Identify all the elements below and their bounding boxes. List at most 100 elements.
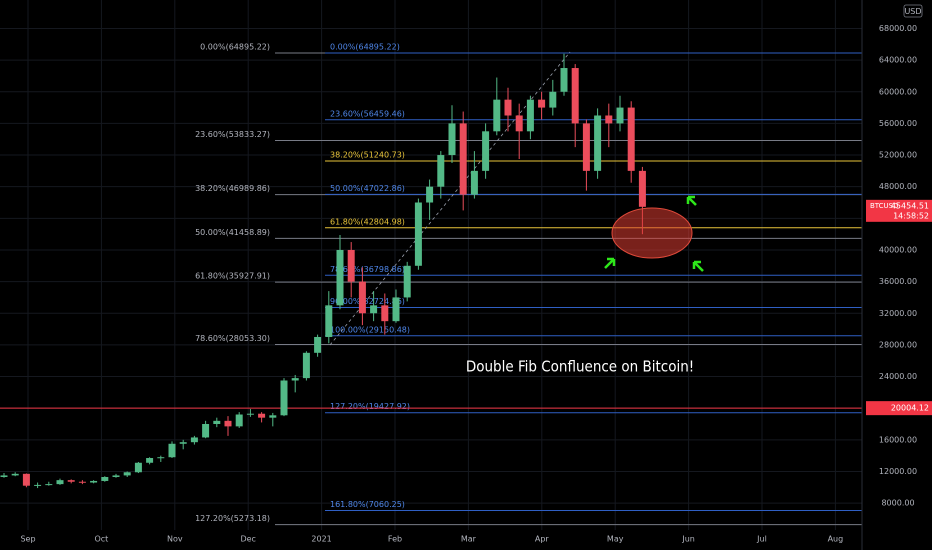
candle-body bbox=[112, 475, 120, 477]
y-tick-label: 24000.00 bbox=[879, 372, 917, 381]
fib-label: 0.00%(64895.22) bbox=[330, 43, 400, 52]
fib-label: 78.60%(36798.86) bbox=[330, 265, 405, 274]
fib-label: 23.60%(53833.27) bbox=[195, 130, 270, 139]
highlight-ellipse bbox=[611, 207, 693, 259]
arrow bbox=[692, 260, 704, 272]
x-tick-label: May bbox=[607, 535, 624, 544]
currency-box bbox=[903, 4, 923, 18]
candle-body bbox=[134, 462, 142, 473]
fib-label: 100.00%(29150.48) bbox=[330, 325, 410, 334]
fib-label: 0.00%(64895.22) bbox=[200, 43, 270, 52]
x-tick-label: Oct bbox=[94, 535, 108, 544]
candle-body bbox=[123, 472, 131, 476]
x-tick-label: Jun bbox=[681, 535, 695, 544]
fib-label: 23.60%(56459.46) bbox=[330, 109, 405, 118]
fib-label: 38.20%(46989.86) bbox=[195, 184, 270, 193]
fib-label: 90.00%(32724.86) bbox=[330, 297, 405, 306]
candle-body bbox=[258, 413, 266, 418]
currency: USD bbox=[904, 7, 921, 16]
candle-body bbox=[426, 186, 434, 203]
fib-label: 127.20%(5273.18) bbox=[195, 514, 270, 523]
x-tick-label: Jul bbox=[756, 535, 767, 544]
x-tick-label: Mar bbox=[461, 535, 477, 544]
x-tick-label: Dec bbox=[240, 535, 255, 544]
candle-body bbox=[470, 170, 478, 195]
candle-body bbox=[582, 123, 590, 171]
candle-body bbox=[403, 265, 411, 298]
last-price: 45454.51 bbox=[891, 201, 929, 210]
candle-body bbox=[190, 437, 198, 443]
annotation: Double Fib Confluence on Bitcoin! bbox=[466, 358, 694, 376]
candle-body bbox=[538, 99, 546, 108]
candle-body bbox=[101, 477, 109, 481]
candle-body bbox=[605, 115, 613, 124]
candle-body bbox=[179, 442, 187, 444]
arrow bbox=[686, 195, 697, 206]
candle-body bbox=[493, 99, 501, 132]
candle-body bbox=[291, 378, 299, 381]
fib-label: 127.20%(19427.92) bbox=[330, 402, 410, 411]
candle-body bbox=[224, 420, 232, 427]
fib-label: 161.80%(7060.25) bbox=[330, 500, 405, 509]
last-price-badge bbox=[866, 199, 932, 222]
price-axis: 8000.0012000.0016000.0020000.0024000.002… bbox=[20, 0, 932, 550]
marked-price: 20004.12 bbox=[891, 404, 929, 413]
y-tick-label: 64000.00 bbox=[879, 56, 917, 65]
candle-body bbox=[11, 473, 19, 476]
candle-body bbox=[336, 249, 344, 306]
candle-body bbox=[414, 202, 422, 266]
candle-body bbox=[235, 414, 243, 427]
y-tick-label: 16000.00 bbox=[879, 435, 917, 444]
candle-body bbox=[504, 99, 512, 116]
y-tick-label: 68000.00 bbox=[879, 24, 917, 33]
candle-body bbox=[146, 458, 154, 463]
x-tick-label: Apr bbox=[535, 535, 550, 544]
y-tick-label: 40000.00 bbox=[879, 245, 917, 254]
y-tick-label: 32000.00 bbox=[879, 309, 917, 318]
candle-body bbox=[560, 68, 568, 92]
candle-body bbox=[616, 107, 624, 124]
fib-label: 61.80%(42804.98) bbox=[330, 217, 405, 226]
candle-body bbox=[280, 380, 288, 416]
fib-levels: 0.00%(64895.22) 23.60%(53833.27) 38.20%(46… bbox=[0, 43, 862, 526]
arrow bbox=[604, 257, 616, 269]
candle-body bbox=[627, 107, 635, 171]
candle-body bbox=[448, 123, 456, 156]
countdown: 14:58:52 bbox=[893, 211, 929, 220]
candle-body bbox=[549, 91, 557, 108]
x-tick-label: 2021 bbox=[311, 535, 331, 544]
candle-body bbox=[45, 484, 53, 486]
candle-body bbox=[314, 336, 322, 353]
fib-label: 50.00%(47022.86) bbox=[330, 184, 405, 193]
fib-label: 61.80%(35927.91) bbox=[195, 272, 270, 281]
symbol-label: BTCUSD bbox=[870, 202, 899, 210]
y-tick-label: 56000.00 bbox=[879, 119, 917, 128]
candle-body bbox=[325, 305, 333, 337]
candles bbox=[0, 53, 646, 489]
candle-body bbox=[370, 305, 378, 314]
x-tick-label: Aug bbox=[828, 535, 844, 544]
candle-body bbox=[638, 170, 646, 207]
candle-body bbox=[67, 480, 75, 482]
y-tick-label: 8000.00 bbox=[881, 499, 914, 508]
fib-label: 38.20%(51240.73) bbox=[330, 151, 405, 160]
candle-body bbox=[594, 115, 602, 171]
fib-label: 50.00%(41458.89) bbox=[195, 228, 270, 237]
arrows bbox=[604, 195, 704, 272]
candle-body bbox=[168, 443, 176, 458]
candle-body bbox=[392, 297, 400, 322]
y-tick-label: 48000.00 bbox=[879, 182, 917, 191]
candle-body bbox=[213, 420, 221, 424]
candle-body bbox=[246, 413, 254, 415]
candle-body bbox=[22, 473, 30, 486]
fib-label: 78.60%(28053.30) bbox=[195, 334, 270, 343]
candle-body bbox=[0, 475, 8, 477]
candle-body bbox=[358, 281, 366, 314]
candle-body bbox=[34, 484, 42, 486]
candle-body bbox=[302, 352, 310, 379]
candle-body bbox=[56, 480, 64, 485]
candle-body bbox=[90, 480, 98, 483]
candle-body bbox=[571, 68, 579, 124]
